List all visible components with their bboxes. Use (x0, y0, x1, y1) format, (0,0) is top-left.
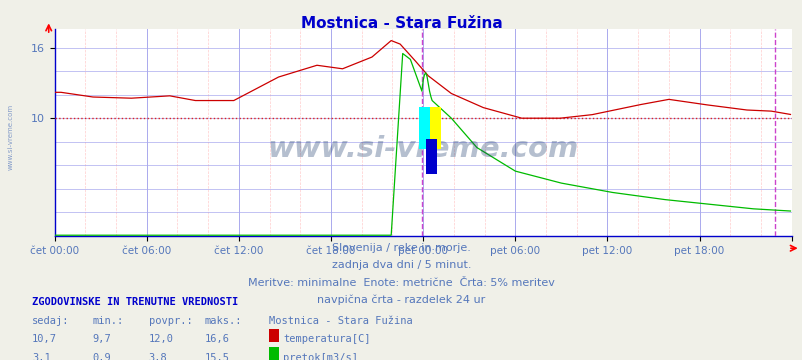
Text: www.si-vreme.com: www.si-vreme.com (7, 104, 14, 170)
Text: Mostnica - Stara Fužina: Mostnica - Stara Fužina (269, 316, 412, 326)
Bar (419, 107, 440, 149)
Text: Meritve: minimalne  Enote: metrične  Črta: 5% meritev: Meritve: minimalne Enote: metrične Črta:… (248, 278, 554, 288)
Text: pretok[m3/s]: pretok[m3/s] (283, 353, 358, 360)
Text: Mostnica - Stara Fužina: Mostnica - Stara Fužina (300, 16, 502, 31)
Text: maks.:: maks.: (205, 316, 242, 326)
Text: min.:: min.: (92, 316, 124, 326)
Text: 16,6: 16,6 (205, 334, 229, 345)
Text: povpr.:: povpr.: (148, 316, 192, 326)
Text: Slovenija / reke in morje.: Slovenija / reke in morje. (332, 243, 470, 253)
Text: 3,8: 3,8 (148, 353, 167, 360)
Text: sedaj:: sedaj: (32, 316, 70, 326)
Text: zadnja dva dni / 5 minut.: zadnja dva dni / 5 minut. (331, 260, 471, 270)
Text: navpična črta - razdelek 24 ur: navpična črta - razdelek 24 ur (317, 295, 485, 305)
Bar (426, 139, 437, 174)
Text: 9,7: 9,7 (92, 334, 111, 345)
Text: temperatura[C]: temperatura[C] (283, 334, 371, 345)
Text: 3,1: 3,1 (32, 353, 51, 360)
Text: ZGODOVINSKE IN TRENUTNE VREDNOSTI: ZGODOVINSKE IN TRENUTNE VREDNOSTI (32, 297, 238, 307)
Text: 15,5: 15,5 (205, 353, 229, 360)
Text: 0,9: 0,9 (92, 353, 111, 360)
Text: www.si-vreme.com: www.si-vreme.com (267, 135, 578, 163)
Text: 10,7: 10,7 (32, 334, 57, 345)
Bar (419, 107, 429, 149)
Text: 12,0: 12,0 (148, 334, 173, 345)
